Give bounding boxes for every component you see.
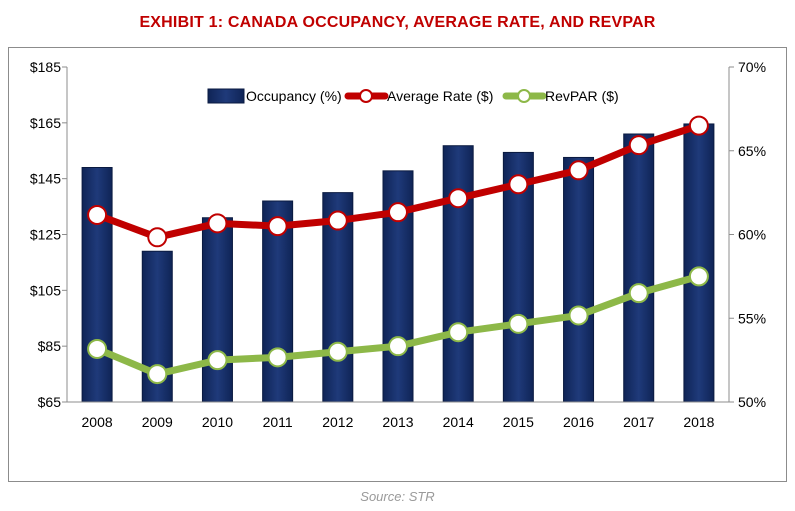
revpar-point-2008 — [87, 338, 108, 359]
average-rate-point-2015 — [508, 174, 529, 195]
right-tick-label: 65% — [738, 143, 766, 159]
x-tick-label-2009: 2009 — [142, 414, 173, 430]
revpar-point-2016 — [568, 305, 589, 326]
x-tick-label-2008: 2008 — [82, 414, 113, 430]
left-tick-label: $165 — [30, 115, 61, 131]
revpar-point-2014 — [448, 322, 469, 343]
average-rate-point-2011 — [267, 216, 288, 237]
average-rate-point-2008 — [87, 204, 108, 225]
source-note: Source: STR — [360, 489, 435, 504]
occupancy-bars — [81, 123, 715, 403]
x-tick-label-2012: 2012 — [322, 414, 353, 430]
right-tick-label: 55% — [738, 310, 766, 326]
revpar-point-2015 — [508, 313, 529, 334]
left-tick-label: $85 — [38, 338, 62, 354]
chart-title: EXHIBIT 1: CANADA OCCUPANCY, AVERAGE RAT… — [139, 14, 656, 31]
average-rate-point-2017 — [628, 135, 649, 156]
left-tick-label: $185 — [30, 59, 61, 75]
x-tick-label-2011: 2011 — [263, 414, 293, 430]
revpar-point-2012 — [327, 341, 348, 362]
right-tick-label: 70% — [738, 59, 766, 75]
legend: Occupancy (%) Average Rate ($) RevPAR ($) — [207, 88, 619, 104]
left-tick-label: $65 — [38, 394, 62, 410]
average-rate-point-2012 — [327, 210, 348, 231]
left-tick-label: $105 — [30, 282, 61, 298]
legend-revpar-marker — [517, 89, 531, 103]
legend-occupancy-label: Occupancy (%) — [246, 88, 342, 104]
right-tick-label: 50% — [738, 394, 766, 410]
revpar-point-2013 — [388, 336, 408, 357]
average-rate-point-2013 — [388, 202, 408, 223]
x-tick-label-2014: 2014 — [443, 414, 474, 430]
revpar-point-2010 — [207, 350, 228, 371]
occupancy-bar-2017 — [623, 133, 655, 403]
revpar-point-2018 — [688, 266, 709, 287]
chart-area: $65 $85 $105 $125 $145 $165 $185 50% 55% 60% 65% 70… — [8, 47, 787, 482]
average-rate-point-2016 — [568, 160, 589, 181]
occupancy-bar-2018 — [683, 123, 715, 403]
x-tick-label-2015: 2015 — [503, 414, 534, 430]
revpar-point-2009 — [147, 364, 168, 385]
average-rate-point-2010 — [207, 213, 228, 234]
legend-average-rate-marker — [359, 89, 373, 103]
legend-average-rate-label: Average Rate ($) — [387, 88, 493, 104]
occupancy-bar-2008 — [81, 167, 113, 403]
average-rate-point-2009 — [147, 227, 168, 248]
revpar-point-2011 — [267, 347, 288, 368]
average-rate-point-2018 — [688, 115, 709, 136]
x-tick-label-2018: 2018 — [683, 414, 714, 430]
line-series — [87, 115, 709, 385]
left-tick-label: $145 — [30, 171, 61, 187]
legend-revpar-label: RevPAR ($) — [545, 88, 619, 104]
occupancy-bar-2010 — [201, 217, 233, 403]
legend-occupancy-swatch — [207, 88, 245, 104]
occupancy-bar-2014 — [442, 145, 474, 403]
chart-axes: $65 $85 $105 $125 $145 $165 $185 50% 55% 60% 65% 70… — [30, 59, 766, 430]
occupancy-bar-2016 — [563, 156, 595, 403]
x-tick-label-2016: 2016 — [563, 414, 594, 430]
x-tick-label-2013: 2013 — [382, 414, 413, 430]
x-tick-label-2010: 2010 — [202, 414, 233, 430]
x-tick-label-2017: 2017 — [623, 414, 654, 430]
right-tick-label: 60% — [738, 227, 766, 243]
revpar-point-2017 — [628, 283, 649, 304]
average-rate-point-2014 — [448, 188, 469, 209]
combo-chart: $65 $85 $105 $125 $145 $165 $185 50% 55% 60% 65% 70… — [30, 59, 766, 430]
left-tick-label: $125 — [30, 227, 61, 243]
